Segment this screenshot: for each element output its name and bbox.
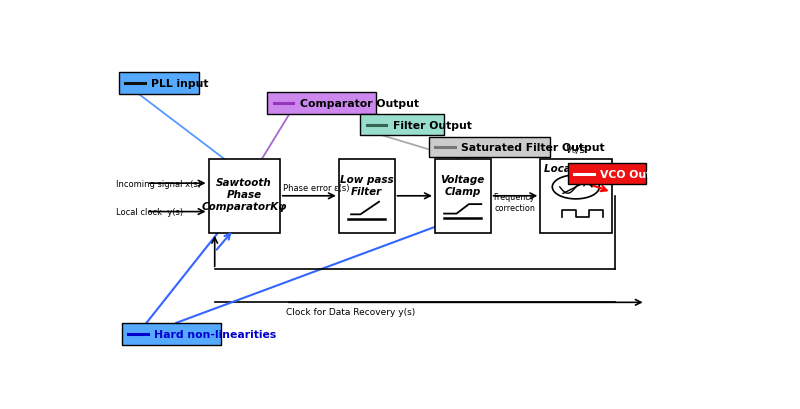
- Text: Clock for Data Recovery y(s): Clock for Data Recovery y(s): [286, 307, 415, 316]
- FancyBboxPatch shape: [118, 73, 199, 95]
- Text: VCO Output: VCO Output: [600, 169, 672, 179]
- Text: Filter Output: Filter Output: [393, 121, 471, 130]
- Text: Frequency
correction: Frequency correction: [494, 193, 535, 212]
- Text: Filter: Filter: [351, 187, 382, 197]
- FancyBboxPatch shape: [568, 164, 646, 184]
- Text: PLL input: PLL input: [151, 79, 208, 89]
- Text: Phase: Phase: [226, 190, 262, 200]
- FancyBboxPatch shape: [209, 160, 280, 233]
- FancyBboxPatch shape: [360, 115, 444, 136]
- FancyBboxPatch shape: [435, 160, 490, 233]
- FancyBboxPatch shape: [267, 93, 376, 115]
- Text: Hard non-linearities: Hard non-linearities: [154, 329, 276, 339]
- Text: Low pass: Low pass: [340, 175, 394, 185]
- Text: Saturated Filter Output: Saturated Filter Output: [461, 142, 605, 153]
- Text: Comparator Output: Comparator Output: [300, 99, 418, 109]
- FancyBboxPatch shape: [338, 160, 394, 233]
- Text: ComparatorKφ: ComparatorKφ: [202, 202, 287, 212]
- Text: Local clock: Local clock: [544, 163, 608, 173]
- Text: Sawtooth: Sawtooth: [216, 178, 272, 188]
- FancyBboxPatch shape: [122, 323, 221, 345]
- Text: V₀/s: V₀/s: [565, 145, 586, 155]
- Text: Clamp: Clamp: [445, 187, 481, 197]
- Text: Local clock  y(s): Local clock y(s): [115, 207, 182, 216]
- Text: Phase error ε(s): Phase error ε(s): [283, 184, 350, 193]
- FancyBboxPatch shape: [429, 137, 550, 158]
- FancyBboxPatch shape: [540, 160, 611, 233]
- Text: Voltage: Voltage: [441, 175, 485, 185]
- Text: Incoming signal x(s): Incoming signal x(s): [115, 179, 201, 188]
